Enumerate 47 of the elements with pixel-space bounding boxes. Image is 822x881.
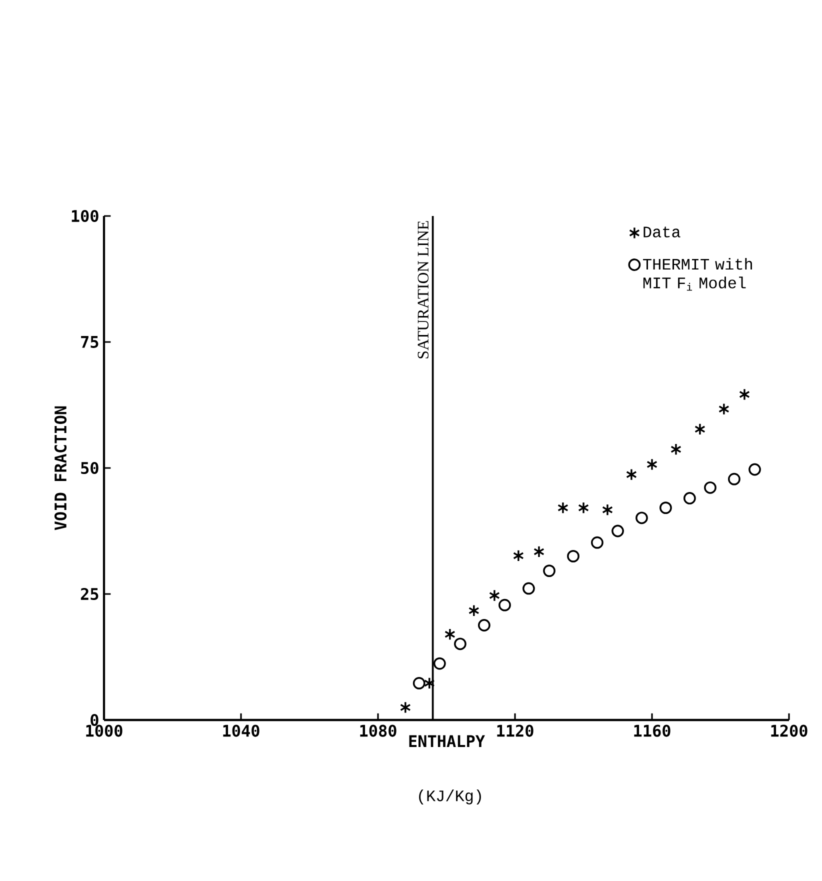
point (612, 524, 624, 538)
y-tick-label: 0 (90, 714, 98, 726)
point (738, 388, 750, 401)
point (444, 628, 456, 641)
legend-label: Data (644, 226, 680, 238)
x-tick-label: 1000 (86, 724, 122, 737)
point (567, 550, 580, 562)
x-axis-title: ENTHALPY (409, 735, 485, 747)
point (578, 502, 589, 514)
point (748, 463, 761, 476)
point (704, 481, 716, 494)
point (488, 589, 500, 602)
x-tick-label: 1120 (497, 724, 534, 737)
y-tick-label: 25 (80, 588, 98, 600)
point (694, 422, 706, 436)
point (478, 619, 490, 632)
point (683, 492, 696, 504)
point (636, 512, 648, 524)
y-axis-title: VOID FRACTION (54, 406, 67, 530)
point (626, 468, 637, 481)
point (533, 545, 544, 558)
point (543, 564, 556, 578)
point (468, 604, 480, 617)
y-tick-label: 50 (81, 462, 98, 474)
point (557, 502, 568, 514)
x-tick-label: 1160 (634, 724, 670, 737)
ref-line-label: SATURATION LINE (418, 221, 429, 358)
x-tick-label: 1040 (223, 724, 260, 737)
y-tick-label: 75 (81, 336, 98, 348)
point (670, 443, 682, 456)
point (728, 472, 740, 486)
point (591, 536, 604, 549)
point (646, 458, 658, 471)
y-tick-label: 100 (72, 210, 98, 222)
legend-label: THERMIT with MIT F$_{i}$ Model (643, 258, 752, 291)
point (498, 598, 511, 612)
x-tick-label: 1080 (360, 724, 396, 737)
point (602, 504, 613, 516)
point (454, 638, 466, 650)
point (718, 402, 730, 416)
point (512, 549, 524, 562)
x-tick-label: 1200 (771, 724, 808, 737)
point (522, 582, 535, 595)
text: (KJ/Kg) (419, 790, 481, 804)
point (660, 502, 672, 514)
point (400, 701, 411, 714)
point (433, 657, 446, 670)
